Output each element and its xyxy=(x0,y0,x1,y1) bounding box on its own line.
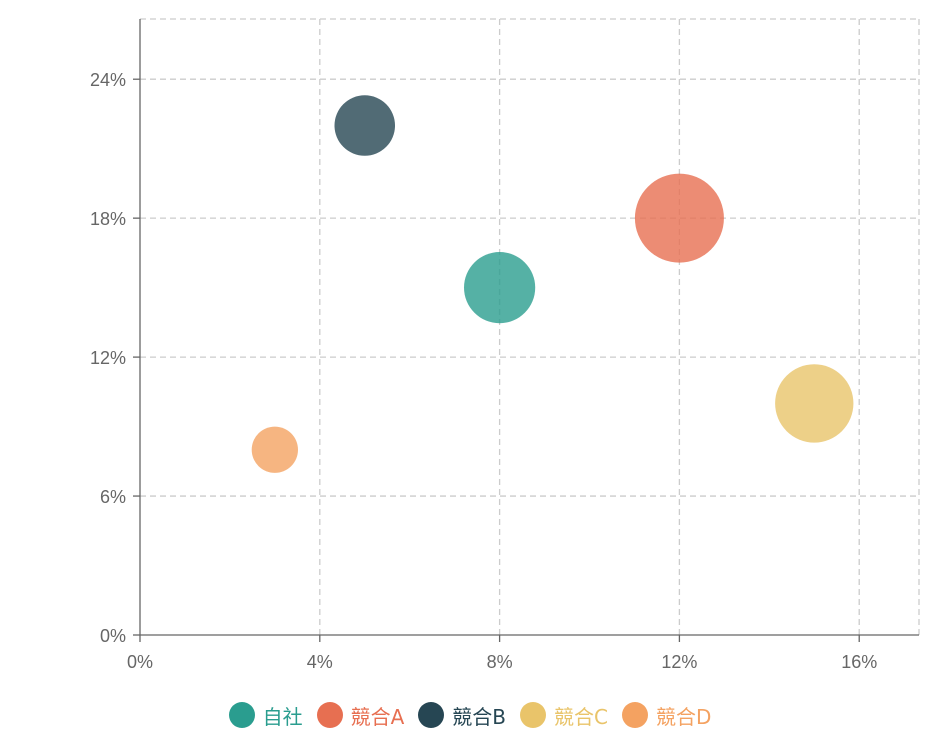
legend-label: 自社 xyxy=(262,704,303,729)
axes xyxy=(139,19,919,636)
legend-swatch xyxy=(228,702,255,728)
legend-item[interactable]: 競合D xyxy=(621,701,712,730)
chart-legend: 自社 競合A 競合B 競合C 競合D xyxy=(0,695,940,735)
x-tick-label: 16% xyxy=(841,652,877,672)
legend-label: 競合D xyxy=(655,704,712,729)
y-tick-label: 12% xyxy=(90,348,126,368)
grid-lines xyxy=(140,18,920,635)
legend-label: 競合A xyxy=(350,704,405,729)
legend-swatch xyxy=(621,702,648,728)
legend-label: 競合B xyxy=(452,704,507,729)
bubble-point xyxy=(464,252,536,324)
legend-swatch xyxy=(418,702,445,728)
y-tick-label: 18% xyxy=(90,209,126,229)
legend-item[interactable]: 競合B xyxy=(418,701,506,730)
x-tick-label: 4% xyxy=(307,652,333,672)
x-tick-label: 12% xyxy=(661,652,697,672)
x-tick-label: 8% xyxy=(487,652,513,672)
legend-swatch xyxy=(316,702,343,728)
bubble-point xyxy=(334,95,396,156)
x-tick-label: 0% xyxy=(127,652,153,672)
bubble-point xyxy=(775,364,854,443)
bubbles xyxy=(251,95,854,473)
bubble-point xyxy=(634,173,724,263)
y-tick-label: 0% xyxy=(100,626,126,646)
y-tick-label: 6% xyxy=(100,487,126,507)
bubble-point xyxy=(251,426,298,473)
legend-item[interactable]: 競合A xyxy=(316,701,405,730)
bubble-chart: 0% 4% 8% 12% 16% 0% 6% 12% 18% 24% xyxy=(90,18,920,672)
x-axis-ticks: 0% 4% 8% 12% 16% xyxy=(127,635,877,672)
legend-label: 競合C xyxy=(554,704,608,729)
legend-swatch xyxy=(520,702,547,728)
legend-item[interactable]: 自社 xyxy=(228,701,303,730)
y-axis-ticks: 0% 6% 12% 18% 24% xyxy=(90,70,140,646)
legend-item[interactable]: 競合C xyxy=(520,701,608,730)
y-tick-label: 24% xyxy=(90,70,126,90)
